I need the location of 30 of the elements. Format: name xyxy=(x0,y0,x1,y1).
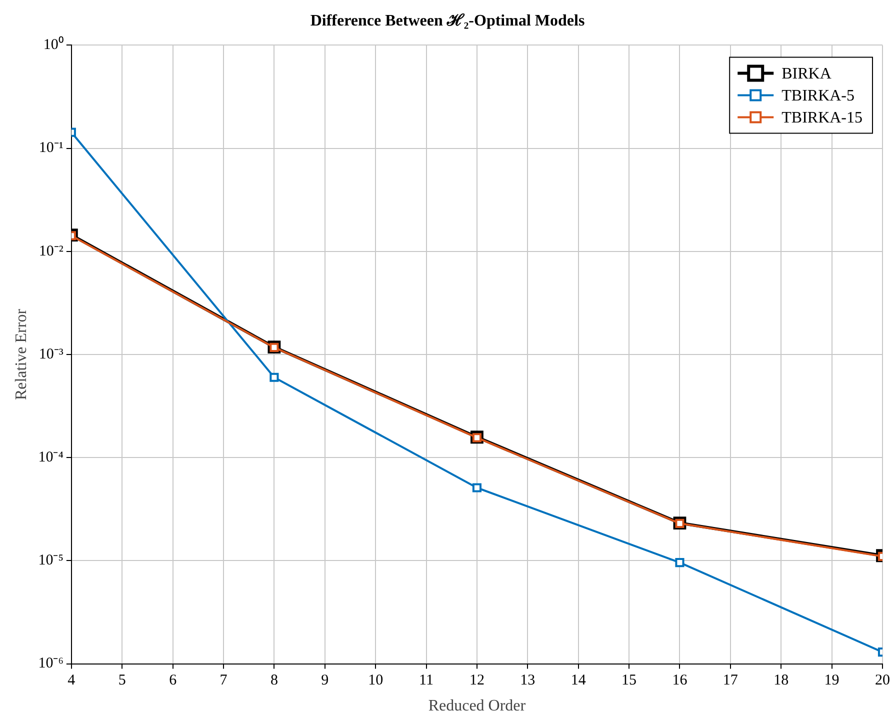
x-tick-label: 15 xyxy=(622,672,637,689)
legend-label: TBIRKA-5 xyxy=(782,87,855,104)
y-tick-label: 10⁻² xyxy=(38,243,64,260)
y-axis-title: Relative Error xyxy=(12,308,30,400)
x-tick-label: 19 xyxy=(824,672,840,689)
x-tick-label: 16 xyxy=(672,672,688,689)
y-tick-label: 10⁻⁴ xyxy=(38,450,64,466)
x-tick-label: 20 xyxy=(875,672,890,689)
y-tick-label: 10⁻¹ xyxy=(38,140,64,156)
y-tick-label: 10⁻³ xyxy=(38,346,64,362)
x-tick-label: 10 xyxy=(368,672,384,689)
x-axis-title: Reduced Order xyxy=(428,698,526,715)
x-tick-label: 12 xyxy=(469,672,484,689)
y-tick-label: 10⁻⁵ xyxy=(38,552,64,569)
x-tick-label: 7 xyxy=(220,672,228,689)
x-tick-label: 17 xyxy=(722,672,738,689)
x-tick-label: 9 xyxy=(321,672,329,689)
x-tick-label: 5 xyxy=(118,672,126,689)
y-tick-label: 10⁻⁶ xyxy=(38,656,64,672)
x-tick-label: 8 xyxy=(270,672,278,689)
chart-title: Difference Between ℋ₂-Optimal Models xyxy=(310,12,585,30)
legend-label: BIRKA xyxy=(782,65,832,82)
x-tick-label: 4 xyxy=(68,672,76,689)
y-tick-label: 10⁰ xyxy=(43,36,64,54)
x-tick-label: 13 xyxy=(520,672,536,689)
x-tick-label: 14 xyxy=(570,672,586,689)
legend-label: TBIRKA-15 xyxy=(782,109,863,126)
x-tick-label: 18 xyxy=(774,672,789,689)
x-tick-label: 11 xyxy=(419,672,434,689)
x-tick-label: 6 xyxy=(169,672,178,689)
